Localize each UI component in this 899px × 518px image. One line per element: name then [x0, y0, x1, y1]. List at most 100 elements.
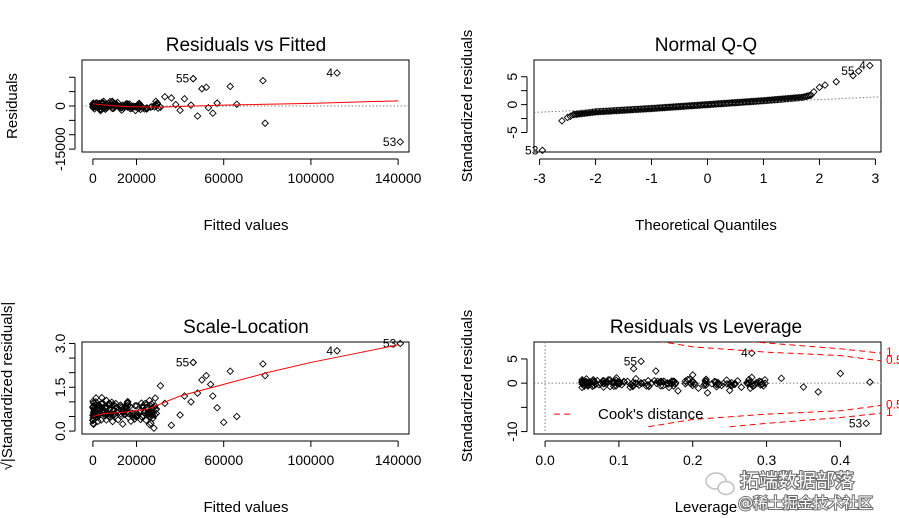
data-point — [674, 387, 682, 395]
data-point — [603, 378, 612, 387]
data-point — [558, 116, 566, 125]
point-label: 4 — [741, 346, 748, 360]
data-point — [687, 380, 695, 388]
labeled-point — [538, 146, 547, 155]
labeled-point — [854, 67, 863, 75]
y-axis-label: Standardized residuals — [459, 30, 476, 183]
y-tick-label: 0.0 — [52, 421, 68, 441]
data-point — [95, 102, 103, 111]
cooks-level-label: 1 — [886, 345, 893, 359]
data-point — [143, 410, 152, 419]
labeled-point — [396, 339, 405, 348]
data-point — [681, 377, 690, 385]
data-point — [688, 381, 697, 390]
data-point — [151, 405, 160, 414]
data-point — [187, 398, 195, 406]
data-point — [659, 381, 667, 390]
data-point — [836, 369, 845, 378]
data-point — [128, 409, 136, 417]
data-point — [167, 421, 176, 430]
data-point — [123, 100, 131, 109]
labeled-point — [396, 138, 405, 146]
data-point — [146, 410, 154, 418]
data-point — [712, 382, 721, 391]
data-point — [814, 388, 823, 396]
data-point — [659, 377, 668, 386]
labeled-point — [865, 61, 874, 70]
data-point — [208, 109, 217, 118]
data-point — [141, 399, 149, 408]
y-tick-label: -10 — [504, 421, 520, 441]
x-tick-label: 140000 — [375, 452, 422, 468]
normal-qq-plot: Normal Q-Q Theoretical Quantiles Standar… — [459, 30, 882, 234]
y-tick-label: 0 — [52, 102, 68, 110]
x-tick-label: 0.4 — [831, 452, 851, 468]
data-point — [777, 374, 786, 383]
x-axis-label: Fitted values — [203, 499, 288, 516]
point-label: 55 — [176, 355, 190, 369]
data-point — [156, 381, 165, 390]
data-point — [171, 100, 180, 109]
data-point — [189, 74, 198, 83]
data-point — [111, 402, 120, 411]
data-point — [731, 379, 739, 388]
labeled-point — [862, 419, 871, 428]
data-point — [102, 396, 111, 405]
data-point — [688, 371, 697, 379]
data-point — [226, 367, 235, 376]
plot-title: Scale-Location — [183, 317, 309, 338]
cooks-contour-line — [729, 412, 881, 428]
x-tick-label: 1 — [760, 170, 768, 186]
data-point — [566, 112, 575, 121]
data-point — [637, 379, 646, 388]
cooks-level-label: 0.5 — [886, 397, 899, 411]
data-point — [128, 102, 136, 111]
data-point — [810, 87, 818, 96]
x-tick-label: 100000 — [288, 452, 335, 468]
data-point — [110, 103, 119, 112]
data-point — [118, 407, 127, 415]
data-point — [757, 380, 766, 389]
watermark: 拓端数据部落 @稀土掘金技术社区 — [705, 469, 874, 513]
plot-frame — [533, 341, 882, 435]
data-point — [213, 99, 221, 107]
data-point — [138, 103, 147, 111]
plot-title: Residuals vs Fitted — [166, 35, 327, 56]
data-point — [751, 380, 760, 389]
x-tick-label: 20000 — [117, 170, 156, 186]
data-point — [723, 380, 731, 388]
data-point — [745, 375, 753, 384]
data-point — [132, 401, 141, 410]
data-point — [635, 381, 643, 390]
y-tick-label: 5 — [504, 355, 520, 363]
x-tick-label: 20000 — [117, 452, 156, 468]
data-point — [645, 382, 653, 391]
y-tick-label: -5 — [504, 126, 520, 139]
point-label: 55 — [176, 72, 190, 86]
data-point — [93, 99, 101, 107]
data-point — [629, 364, 638, 373]
x-tick-label: 2 — [816, 170, 824, 186]
data-point — [261, 119, 269, 128]
labeled-point — [747, 349, 756, 357]
data-point — [849, 71, 857, 80]
data-point — [151, 394, 160, 402]
x-tick-label: 0 — [704, 170, 712, 186]
data-point — [117, 106, 126, 115]
data-point — [651, 367, 660, 375]
x-tick-label: 0.1 — [609, 452, 629, 468]
data-point — [563, 113, 572, 122]
data-point — [714, 378, 722, 387]
data-point — [743, 378, 751, 387]
data-point — [658, 377, 666, 386]
data-point — [636, 379, 645, 387]
data-point — [685, 375, 694, 384]
point-label: 53 — [383, 135, 397, 149]
data-point — [118, 420, 127, 428]
data-point — [150, 424, 158, 432]
data-point — [193, 112, 202, 120]
data-point — [667, 379, 676, 388]
data-point — [161, 92, 169, 101]
data-point — [107, 398, 116, 407]
